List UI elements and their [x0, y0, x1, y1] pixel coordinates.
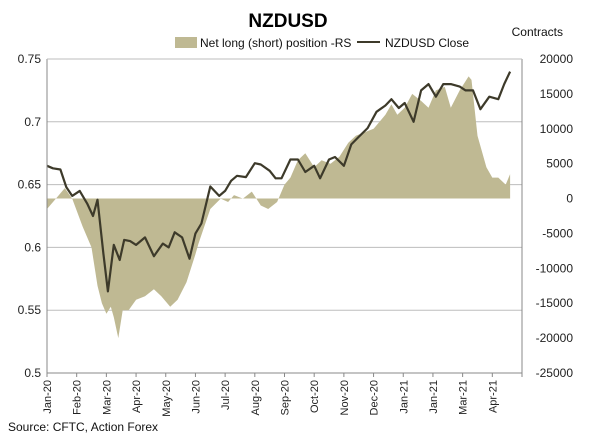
source-caption: Source: CFTC, Action Forex [8, 420, 158, 434]
left-tick-label: 0.55 [18, 303, 42, 317]
nzdusd-close-series [46, 71, 512, 293]
right-tick-label: 0 [566, 192, 573, 206]
x-tick-label: Jul-20 [220, 380, 232, 410]
right-tick-label: 10000 [540, 122, 574, 136]
left-axis-labels: 0.5 0.55 0.6 0.65 0.7 0.75 [18, 52, 42, 380]
x-tick-label: Mar-20 [101, 380, 113, 415]
x-tick-label: Nov-20 [339, 380, 351, 415]
chart-title: NZDUSD [248, 11, 327, 32]
right-tick-label: -15000 [536, 296, 574, 310]
right-tick-label: -20000 [536, 331, 574, 345]
x-axis-labels: Jan-20 Feb-20 Mar-20 Apr-20 May-20 Jun-20 Jul-… [42, 380, 499, 417]
legend: Net long (short) position -RS NZDUSD Clo… [175, 36, 469, 50]
legend-label-net-position: Net long (short) position -RS [200, 36, 351, 50]
x-tick-label: Apr-20 [131, 380, 143, 413]
x-tick-label: May-20 [161, 380, 173, 417]
right-tick-label: 5000 [546, 157, 573, 171]
x-tick-label: Jan-20 [42, 380, 54, 414]
x-tick-label: Jan-21 [428, 380, 440, 414]
left-tick-label: 0.75 [18, 52, 42, 66]
net-position-series [47, 76, 511, 339]
left-tick-label: 0.5 [24, 366, 41, 380]
x-tick-label: Feb-20 [72, 380, 84, 415]
net-position-area [47, 76, 511, 339]
x-tick-label: Oct-20 [309, 380, 321, 413]
right-tick-label: -10000 [536, 261, 574, 275]
nzdusd-close-line [46, 71, 512, 293]
x-tick-label: Dec-20 [369, 380, 381, 415]
x-tick-label: Apr-21 [487, 380, 499, 413]
right-tick-label: -5000 [542, 226, 573, 240]
x-tick-label: Mar-21 [458, 380, 470, 415]
x-tick-label: Jun-20 [190, 380, 202, 414]
left-tick-label: 0.65 [18, 178, 42, 192]
x-tick-label: Aug-20 [250, 380, 262, 415]
axes [46, 58, 523, 377]
x-tick-label: Sep-20 [280, 380, 292, 415]
legend-label-nzdusd-close: NZDUSD Close [385, 36, 469, 50]
legend-swatch-net-position [175, 37, 197, 48]
left-tick-label: 0.6 [24, 240, 41, 254]
left-tick-label: 0.7 [24, 115, 41, 129]
right-tick-label: 15000 [540, 87, 574, 101]
right-axis-labels: -25000 -20000 -15000 -10000 -5000 0 5000 10000 1… [536, 52, 574, 380]
right-tick-label: 20000 [540, 52, 574, 66]
right-axis-title: Contracts [512, 25, 563, 39]
x-tick-label: Jan-21 [398, 380, 410, 414]
right-tick-label: -25000 [536, 366, 574, 380]
